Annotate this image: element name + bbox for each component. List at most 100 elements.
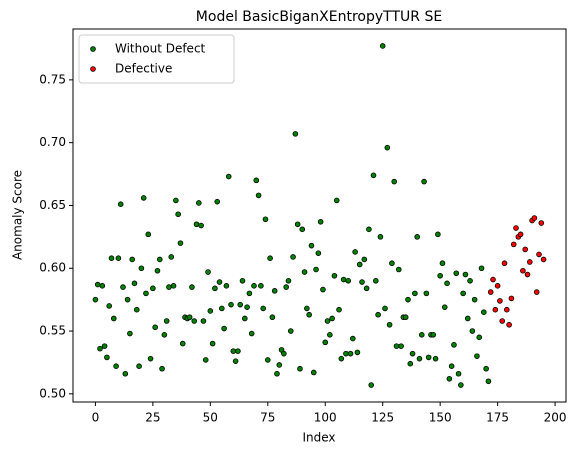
point [501,260,508,267]
point [504,306,510,313]
point [435,231,441,238]
point [517,231,524,238]
y-tick-label: 0.60 [39,261,66,275]
point [223,283,230,289]
point [437,272,443,279]
x-tick-label: 125 [371,411,394,425]
y-tick-label: 0.55 [39,324,66,338]
point [533,289,540,295]
point [237,301,244,308]
point [214,198,221,205]
point [444,280,450,287]
point [168,254,175,260]
point [320,286,326,293]
legend-marker [90,46,96,52]
point [269,314,276,321]
point [117,201,124,207]
x-tick-label: 100 [314,411,337,425]
point [122,370,129,377]
point [299,226,306,233]
point [379,43,386,49]
point [345,278,352,284]
chart-title: Model BasicBiganXEntropyTTUR SE [196,9,442,25]
point [136,363,142,370]
y-tick-label: 0.70 [39,135,66,149]
point [467,278,473,284]
point [487,289,494,295]
point [251,283,257,289]
point [391,178,397,185]
point [244,304,250,310]
point [322,339,329,346]
point [462,271,469,278]
point [354,349,361,356]
point [382,305,388,312]
x-tick-label: 200 [544,411,567,425]
point [106,303,112,309]
point [317,218,324,225]
point [147,355,154,362]
point [471,296,478,303]
point [92,296,99,303]
point [216,279,223,285]
point [395,266,402,273]
point [352,249,358,255]
point [138,265,145,272]
point [131,280,138,287]
point [179,340,186,347]
point [212,285,218,292]
point [336,306,342,313]
point [333,197,340,204]
point [350,335,356,342]
point [124,296,131,303]
point [219,305,225,312]
point [506,321,512,328]
point [113,363,119,370]
point [478,265,485,272]
point [520,267,526,274]
point [361,256,368,263]
point [476,334,483,341]
point [407,360,414,367]
point [154,267,161,274]
point [331,272,338,279]
point [414,234,420,240]
legend-label: Without Defect [115,42,206,56]
y-tick-label: 0.75 [39,72,66,86]
point [264,357,271,363]
point [129,256,135,263]
point [301,269,308,275]
point [198,222,204,229]
point [205,269,211,275]
point [469,328,476,334]
x-tick-label: 75 [260,411,275,425]
point [175,211,181,218]
point [271,288,278,294]
point [232,358,239,364]
point [297,365,303,372]
point [202,357,209,363]
point [166,284,172,290]
point [398,343,404,349]
point [324,318,331,324]
point [522,246,529,253]
point [494,283,501,289]
point [262,216,269,223]
point [453,270,460,277]
point [418,332,425,338]
point [108,255,115,262]
point [235,348,241,354]
point [343,350,349,357]
point [531,215,538,221]
plot-frame [72,28,567,403]
point [161,332,168,338]
x-tick-label: 150 [429,411,452,425]
point [432,355,439,362]
point [513,225,519,231]
point [490,276,496,283]
point [101,343,108,349]
point [538,220,545,226]
point [377,234,384,240]
point [145,231,152,238]
point [143,290,149,297]
